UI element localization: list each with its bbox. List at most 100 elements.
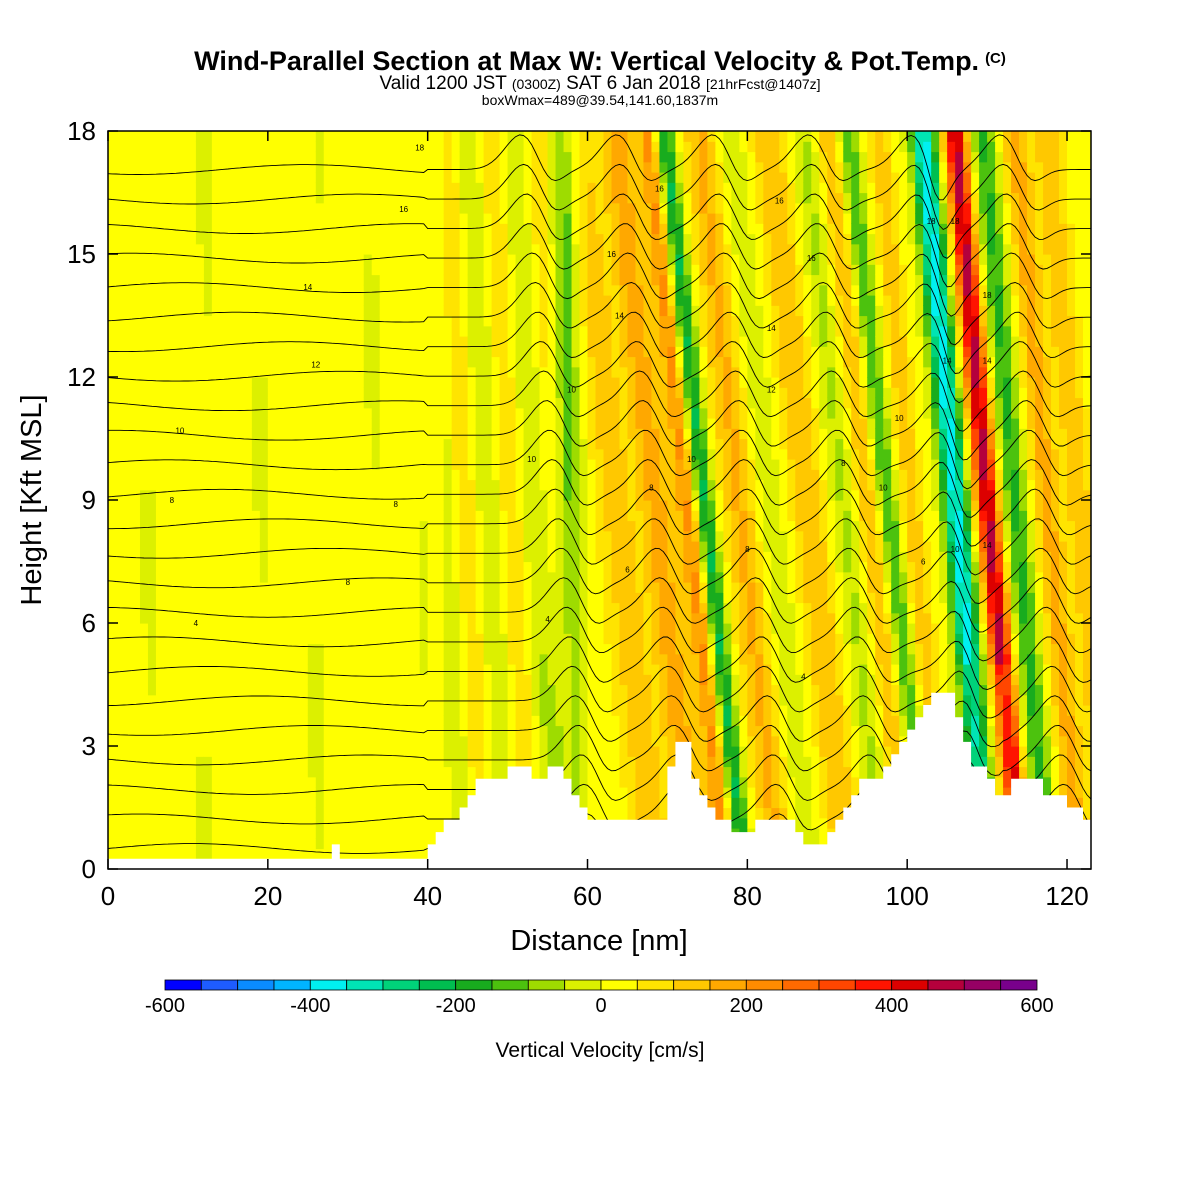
box-info: boxWmax=489@39.54,141.60,1837m bbox=[481, 92, 719, 108]
w-cell bbox=[571, 202, 581, 214]
w-cell bbox=[315, 725, 325, 737]
w-cell bbox=[235, 284, 245, 296]
w-cell bbox=[155, 448, 165, 460]
w-cell bbox=[108, 571, 117, 583]
w-cell bbox=[363, 664, 373, 675]
w-cell bbox=[155, 202, 165, 214]
w-cell bbox=[203, 817, 213, 829]
w-cell bbox=[363, 336, 373, 347]
w-cell bbox=[139, 346, 149, 358]
w-cell bbox=[643, 418, 653, 429]
w-cell bbox=[459, 776, 469, 788]
w-cell bbox=[283, 643, 293, 655]
w-cell bbox=[147, 807, 157, 819]
w-cell bbox=[403, 182, 413, 194]
w-cell bbox=[603, 407, 613, 419]
w-cell bbox=[379, 510, 389, 522]
w-cell bbox=[331, 233, 341, 245]
w-cell bbox=[283, 151, 293, 163]
w-cell bbox=[499, 438, 509, 450]
w-cell bbox=[483, 694, 493, 706]
w-cell bbox=[355, 500, 365, 511]
w-cell bbox=[611, 161, 621, 173]
w-cell bbox=[483, 664, 493, 675]
w-cell bbox=[115, 356, 125, 368]
w-cell bbox=[131, 202, 141, 214]
w-cell bbox=[563, 530, 573, 542]
w-cell bbox=[523, 305, 533, 317]
w-cell bbox=[323, 407, 333, 419]
w-cell bbox=[179, 715, 189, 727]
w-cell bbox=[323, 151, 333, 163]
w-cell bbox=[339, 756, 349, 768]
w-cell bbox=[651, 653, 661, 665]
w-cell bbox=[291, 161, 301, 173]
w-cell bbox=[651, 623, 661, 634]
w-cell bbox=[459, 756, 469, 768]
w-cell bbox=[635, 336, 645, 347]
w-cell bbox=[139, 223, 149, 235]
w-cell bbox=[379, 705, 389, 716]
w-cell bbox=[451, 541, 461, 552]
w-cell bbox=[531, 705, 541, 716]
w-cell bbox=[363, 274, 373, 286]
w-cell bbox=[251, 838, 261, 850]
w-cell bbox=[235, 735, 245, 747]
w-cell bbox=[347, 428, 357, 440]
w-cell bbox=[459, 202, 469, 214]
w-cell bbox=[411, 807, 421, 819]
w-cell bbox=[427, 510, 437, 522]
w-cell bbox=[371, 243, 381, 255]
w-cell bbox=[211, 530, 221, 542]
w-cell bbox=[171, 643, 181, 655]
w-cell bbox=[475, 715, 485, 727]
w-cell bbox=[171, 766, 181, 778]
w-cell bbox=[155, 520, 165, 532]
w-cell bbox=[163, 336, 173, 347]
w-cell bbox=[171, 264, 181, 276]
w-cell bbox=[427, 284, 437, 296]
w-cell bbox=[363, 541, 373, 552]
w-cell bbox=[275, 694, 285, 706]
w-cell bbox=[131, 797, 141, 809]
w-cell bbox=[123, 264, 133, 276]
w-cell bbox=[163, 602, 173, 614]
w-cell bbox=[275, 664, 285, 675]
w-cell bbox=[235, 479, 245, 491]
w-cell bbox=[427, 787, 437, 798]
w-cell bbox=[291, 602, 301, 614]
w-cell bbox=[483, 551, 493, 563]
w-cell bbox=[339, 848, 349, 860]
w-cell bbox=[211, 746, 221, 757]
w-cell bbox=[531, 582, 541, 593]
w-cell bbox=[108, 541, 117, 552]
w-cell bbox=[379, 387, 389, 399]
w-cell bbox=[475, 264, 485, 276]
w-cell bbox=[139, 838, 149, 850]
w-cell bbox=[227, 725, 237, 737]
w-cell bbox=[635, 561, 645, 573]
w-cell bbox=[299, 459, 309, 470]
w-cell bbox=[635, 694, 645, 706]
w-cell bbox=[611, 274, 621, 286]
w-cell bbox=[459, 715, 469, 727]
w-cell bbox=[187, 459, 197, 470]
w-cell bbox=[515, 356, 525, 368]
w-cell bbox=[299, 828, 309, 839]
w-cell bbox=[251, 192, 261, 204]
w-cell bbox=[267, 633, 277, 645]
w-cell bbox=[299, 192, 309, 204]
w-cell bbox=[443, 500, 453, 511]
w-cell bbox=[323, 561, 333, 573]
w-cell bbox=[339, 510, 349, 522]
w-cell bbox=[179, 828, 189, 839]
w-cell bbox=[131, 551, 141, 563]
w-cell bbox=[379, 151, 389, 163]
w-cell bbox=[347, 305, 357, 317]
w-cell bbox=[123, 664, 133, 675]
w-cell bbox=[579, 694, 589, 706]
w-cell bbox=[595, 725, 605, 737]
w-cell bbox=[499, 674, 509, 686]
w-cell bbox=[291, 151, 301, 163]
w-cell bbox=[227, 500, 237, 511]
